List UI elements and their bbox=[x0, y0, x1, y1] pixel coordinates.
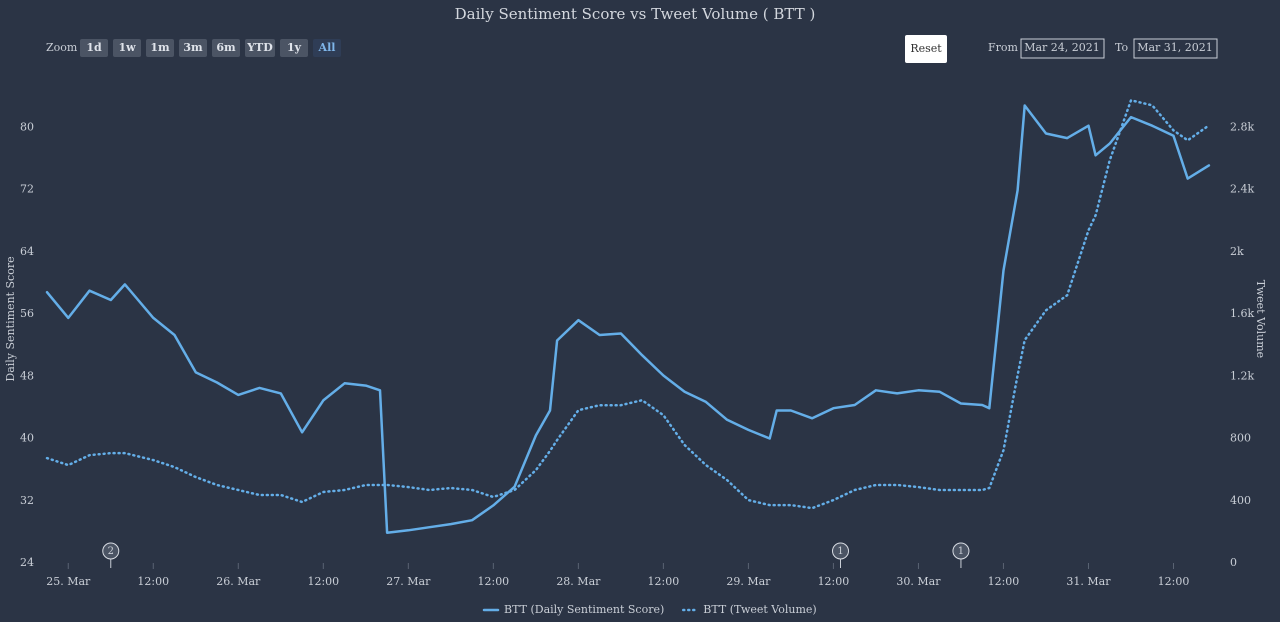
x-tick-label: 31. Mar bbox=[1066, 575, 1111, 588]
x-tick-label: 30. Mar bbox=[896, 575, 941, 588]
zoom-button-label[interactable]: 1y bbox=[287, 41, 302, 54]
zoom-button-label[interactable]: 1m bbox=[150, 41, 170, 54]
y-tick-label: 56 bbox=[20, 307, 34, 320]
y-tick-label: 24 bbox=[20, 556, 34, 569]
from-label: From bbox=[988, 41, 1019, 54]
y2-tick-label: 1.2k bbox=[1230, 369, 1254, 382]
flag-label[interactable]: 1 bbox=[837, 546, 843, 557]
chart-title: Daily Sentiment Score vs Tweet Volume ( … bbox=[455, 5, 816, 23]
zoom-button[interactable] bbox=[313, 39, 341, 57]
zoom-button[interactable] bbox=[146, 39, 174, 57]
x-tick-label: 12:00 bbox=[477, 575, 509, 588]
y2-tick-label: 1.6k bbox=[1230, 307, 1254, 320]
x-tick-label: 27. Mar bbox=[386, 575, 431, 588]
legend-label[interactable]: BTT (Tweet Volume) bbox=[703, 603, 816, 616]
x-tick-label: 25. Mar bbox=[46, 575, 91, 588]
flag[interactable] bbox=[832, 542, 850, 560]
y2-tick-label: 0 bbox=[1230, 556, 1237, 569]
y2-tick-label: 800 bbox=[1230, 432, 1251, 445]
y-tick-label: 32 bbox=[20, 494, 34, 507]
zoom-button[interactable] bbox=[80, 39, 108, 57]
y2-tick-label: 2k bbox=[1230, 245, 1244, 258]
x-tick-label: 12:00 bbox=[818, 575, 850, 588]
flag-label[interactable]: 1 bbox=[958, 546, 964, 557]
y-tick-label: 80 bbox=[20, 120, 34, 133]
x-tick-label: 29. Mar bbox=[726, 575, 771, 588]
y2-tick-label: 400 bbox=[1230, 494, 1251, 507]
legend-label[interactable]: BTT (Daily Sentiment Score) bbox=[504, 603, 664, 616]
zoom-button-label[interactable]: 1w bbox=[118, 41, 136, 54]
zoom-button-label[interactable]: All bbox=[318, 41, 336, 54]
zoom-button[interactable] bbox=[245, 39, 275, 57]
zoom-button-label[interactable]: 1d bbox=[86, 41, 102, 54]
zoom-button[interactable] bbox=[113, 39, 141, 57]
x-tick-label: 12:00 bbox=[648, 575, 680, 588]
y-axis-title: Daily Sentiment Score bbox=[4, 256, 17, 381]
zoom-button[interactable] bbox=[212, 39, 240, 57]
zoom-button-label[interactable]: 3m bbox=[183, 41, 203, 54]
flag[interactable] bbox=[102, 542, 120, 560]
flag[interactable] bbox=[952, 542, 970, 560]
x-tick-label: 28. Mar bbox=[556, 575, 601, 588]
y-tick-label: 72 bbox=[20, 183, 34, 196]
y-tick-label: 40 bbox=[20, 432, 34, 445]
zoom-button-label[interactable]: 6m bbox=[216, 41, 236, 54]
y2-tick-label: 2.8k bbox=[1230, 120, 1254, 133]
x-tick-label: 12:00 bbox=[137, 575, 169, 588]
series-line bbox=[45, 104, 1211, 534]
to-input[interactable] bbox=[1133, 38, 1218, 59]
reset-button[interactable] bbox=[905, 35, 947, 63]
flag-label[interactable]: 2 bbox=[108, 546, 114, 557]
to-label: To bbox=[1115, 41, 1128, 54]
zoom-button[interactable] bbox=[179, 39, 207, 57]
x-tick-label: 12:00 bbox=[1158, 575, 1190, 588]
series-line bbox=[45, 99, 1211, 510]
x-tick-label: 26. Mar bbox=[216, 575, 261, 588]
x-tick-label: 12:00 bbox=[988, 575, 1020, 588]
y2-tick-label: 2.4k bbox=[1230, 183, 1254, 196]
reset-label[interactable]: Reset bbox=[910, 42, 942, 55]
to-date[interactable]: Mar 31, 2021 bbox=[1137, 41, 1213, 54]
y2-axis-title: Tweet Volume bbox=[1254, 280, 1267, 358]
y-tick-label: 64 bbox=[20, 245, 34, 258]
from-input[interactable] bbox=[1020, 38, 1105, 59]
zoom-button-label[interactable]: YTD bbox=[246, 41, 273, 54]
x-tick-label: 12:00 bbox=[307, 575, 339, 588]
zoom-button[interactable] bbox=[280, 39, 308, 57]
zoom-label: Zoom bbox=[46, 41, 78, 54]
from-date[interactable]: Mar 24, 2021 bbox=[1024, 41, 1100, 54]
y-tick-label: 48 bbox=[20, 369, 34, 382]
